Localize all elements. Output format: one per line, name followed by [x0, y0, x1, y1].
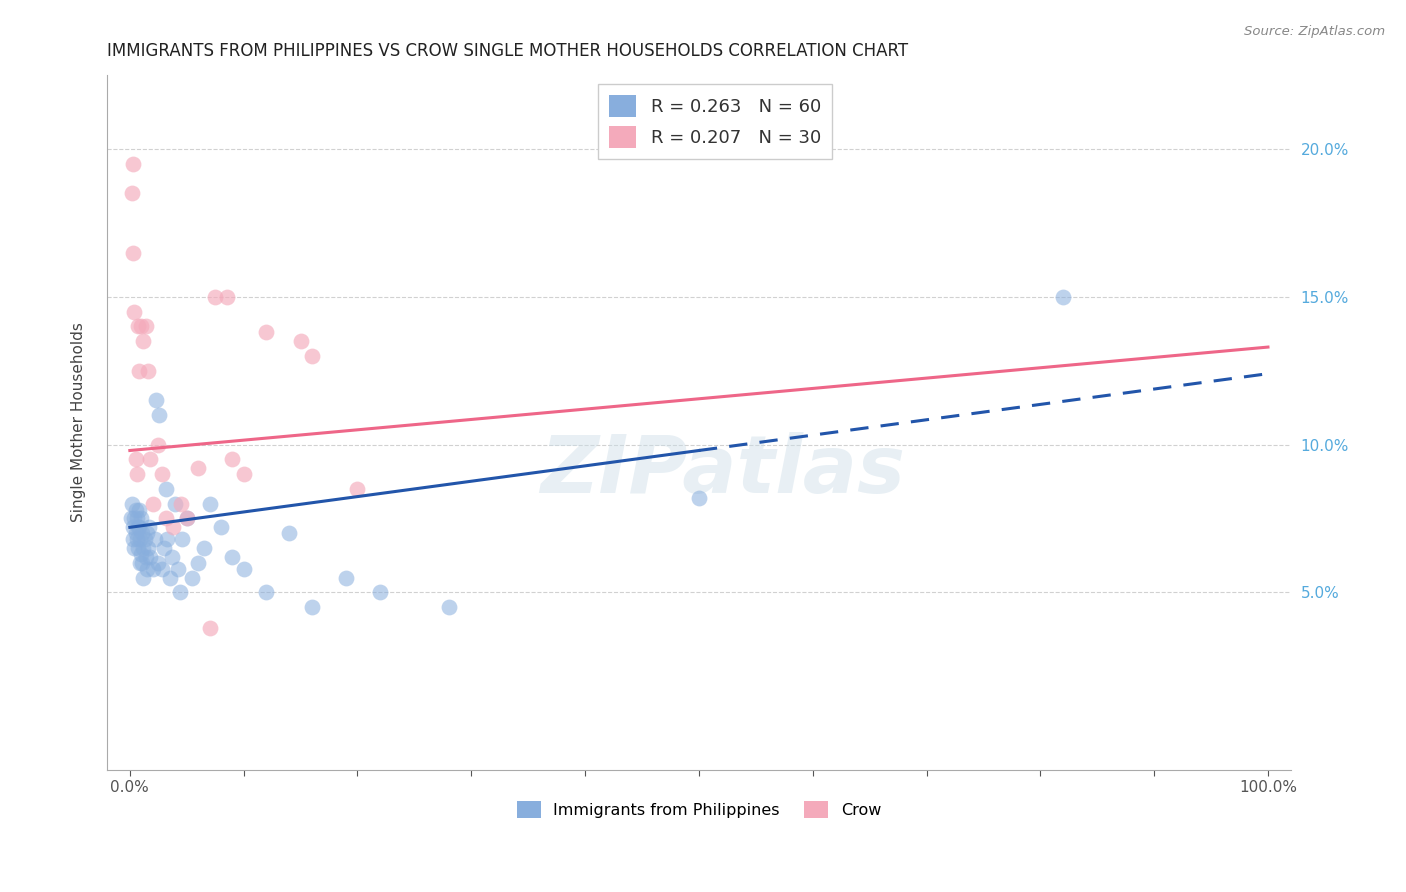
Point	[139, 452, 162, 467]
Point	[148, 437, 170, 451]
Point	[129, 532, 152, 546]
Legend: Immigrants from Philippines, Crow: Immigrants from Philippines, Crow	[510, 795, 887, 824]
Point	[198, 621, 221, 635]
Point	[121, 497, 143, 511]
Point	[368, 585, 391, 599]
Point	[135, 549, 157, 564]
Point	[134, 532, 156, 546]
Point	[124, 502, 146, 516]
Point	[131, 556, 153, 570]
Point	[198, 497, 221, 511]
Point	[176, 511, 198, 525]
Point	[155, 482, 177, 496]
Point	[132, 334, 155, 348]
Point	[221, 549, 243, 564]
Text: IMMIGRANTS FROM PHILIPPINES VS CROW SINGLE MOTHER HOUSEHOLDS CORRELATION CHART: IMMIGRANTS FROM PHILIPPINES VS CROW SING…	[107, 42, 908, 60]
Point	[193, 541, 215, 555]
Point	[127, 541, 149, 555]
Point	[301, 600, 323, 615]
Point	[301, 349, 323, 363]
Point	[150, 562, 173, 576]
Point	[129, 556, 152, 570]
Point	[1052, 290, 1074, 304]
Point	[150, 467, 173, 482]
Point	[335, 570, 357, 584]
Point	[221, 452, 243, 467]
Point	[129, 511, 152, 525]
Text: Source: ZipAtlas.com: Source: ZipAtlas.com	[1244, 25, 1385, 38]
Point	[135, 526, 157, 541]
Point	[254, 326, 277, 340]
Point	[122, 520, 145, 534]
Point	[437, 600, 460, 615]
Point	[129, 319, 152, 334]
Point	[135, 562, 157, 576]
Point	[346, 482, 368, 496]
Point	[232, 467, 254, 482]
Point	[254, 585, 277, 599]
Point	[139, 549, 162, 564]
Point	[128, 364, 150, 378]
Point	[143, 532, 166, 546]
Point	[125, 467, 148, 482]
Point	[135, 319, 157, 334]
Point	[148, 408, 170, 422]
Point	[181, 570, 204, 584]
Point	[122, 157, 145, 171]
Text: ZIPatlas: ZIPatlas	[540, 432, 905, 510]
Point	[688, 491, 710, 505]
Point	[121, 186, 143, 201]
Y-axis label: Single Mother Households: Single Mother Households	[72, 323, 86, 523]
Point	[122, 245, 145, 260]
Point	[142, 497, 165, 511]
Point	[209, 520, 232, 534]
Point	[132, 570, 155, 584]
Point	[124, 511, 146, 525]
Point	[187, 461, 209, 475]
Point	[169, 585, 191, 599]
Point	[155, 511, 177, 525]
Point	[132, 541, 155, 555]
Point	[124, 541, 146, 555]
Point	[128, 502, 150, 516]
Point	[187, 556, 209, 570]
Point	[145, 393, 167, 408]
Point	[129, 547, 152, 561]
Point	[159, 570, 181, 584]
Point	[278, 526, 301, 541]
Point	[165, 497, 187, 511]
Point	[127, 520, 149, 534]
Point	[153, 541, 176, 555]
Point	[172, 532, 194, 546]
Point	[160, 549, 183, 564]
Point	[204, 290, 226, 304]
Point	[131, 526, 153, 541]
Point	[136, 364, 159, 378]
Point	[290, 334, 312, 348]
Point	[232, 562, 254, 576]
Point	[127, 319, 149, 334]
Point	[124, 452, 146, 467]
Point	[122, 532, 145, 546]
Point	[142, 562, 165, 576]
Point	[120, 511, 142, 525]
Point	[125, 511, 148, 525]
Point	[162, 520, 184, 534]
Point	[176, 511, 198, 525]
Point	[128, 520, 150, 534]
Point	[166, 562, 188, 576]
Point	[125, 532, 148, 546]
Point	[156, 532, 179, 546]
Point	[124, 304, 146, 318]
Point	[170, 497, 193, 511]
Point	[124, 526, 146, 541]
Point	[215, 290, 238, 304]
Point	[138, 520, 160, 534]
Point	[148, 556, 170, 570]
Point	[136, 541, 159, 555]
